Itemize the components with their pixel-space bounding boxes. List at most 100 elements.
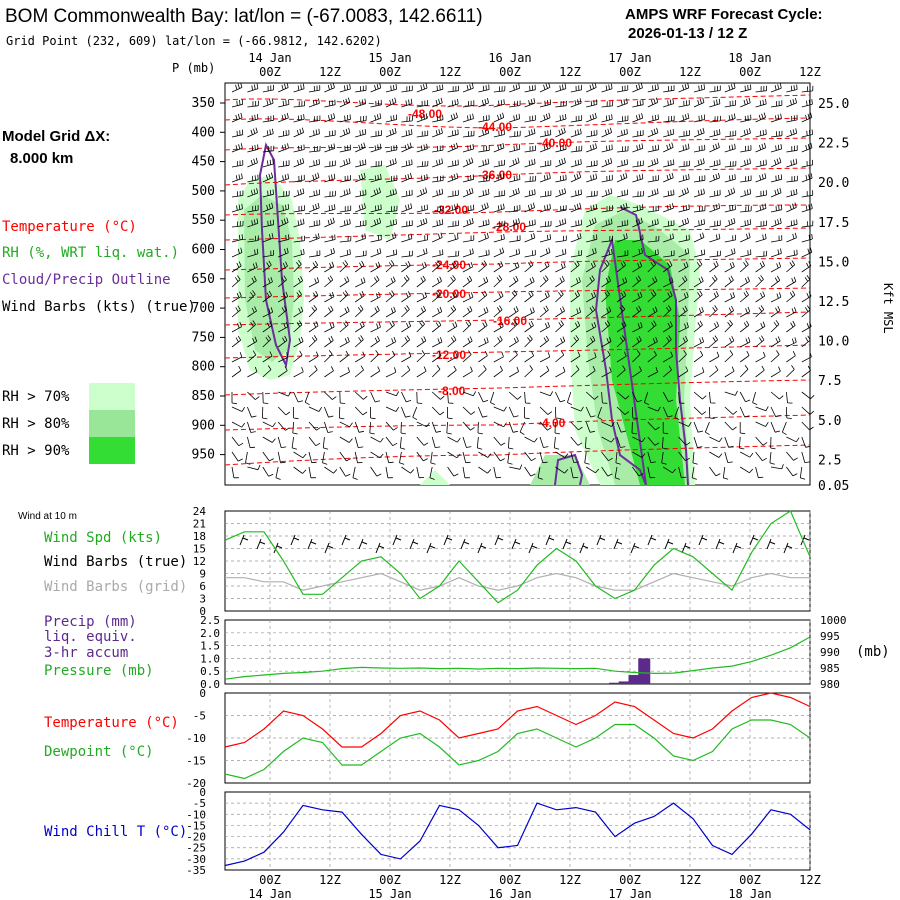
wind-barb xyxy=(570,421,583,431)
wind-barb xyxy=(586,321,597,333)
wind-barb xyxy=(462,336,473,348)
y-tick-label: 980 xyxy=(820,678,840,691)
wind-barb xyxy=(324,366,334,378)
wind-barb xyxy=(447,407,453,420)
surface-wind-barb xyxy=(273,542,283,554)
wind-barb xyxy=(709,203,721,213)
wind-barb xyxy=(740,97,751,108)
wind-barb xyxy=(801,275,811,288)
wind-barb xyxy=(786,188,798,198)
wind-barb xyxy=(662,321,673,333)
wind-barb xyxy=(755,305,765,318)
wind-barb xyxy=(585,436,591,450)
time-tick-label: 00Z xyxy=(379,65,401,79)
wind-barb xyxy=(647,127,659,138)
wind-barb xyxy=(801,159,813,168)
wind-barb xyxy=(678,130,690,138)
wind-barb xyxy=(324,406,334,418)
wind-barb xyxy=(293,391,304,403)
wind-barb xyxy=(786,365,795,378)
wind-barb xyxy=(493,305,503,318)
wind-barb xyxy=(678,322,689,333)
wind-barb xyxy=(385,306,396,318)
wind-barb xyxy=(555,466,569,474)
wind-barb xyxy=(262,158,274,168)
wind-barb xyxy=(262,365,272,378)
wind-barb xyxy=(614,466,620,480)
wind-barb xyxy=(570,307,582,318)
wind-barb xyxy=(308,202,320,213)
wind-barb xyxy=(570,172,582,183)
wind-barb xyxy=(308,351,319,363)
wind-barb xyxy=(570,202,582,213)
wind-barb xyxy=(247,248,259,258)
wind-barb xyxy=(570,189,582,198)
wind-barb xyxy=(786,290,796,303)
wind-barb xyxy=(293,407,299,420)
wind-barb xyxy=(693,205,706,213)
wind-barb xyxy=(324,173,336,183)
wind-barb xyxy=(647,336,658,348)
wind-barb xyxy=(801,233,813,243)
wind-barb xyxy=(262,451,274,462)
wind-barb xyxy=(570,233,582,243)
pressure-label: Pressure (mb) xyxy=(44,663,154,679)
wind-barb xyxy=(352,466,358,480)
wind-barb xyxy=(662,406,673,418)
wind-barb xyxy=(385,218,397,228)
wind-barb xyxy=(432,175,444,183)
wind-barb xyxy=(801,365,811,378)
wind-barb xyxy=(416,366,427,378)
time-tick-label: 00Z xyxy=(619,873,641,887)
wind-barb xyxy=(401,233,413,243)
wind-barb xyxy=(786,114,798,123)
wind-barb xyxy=(277,366,288,378)
time-tick-label: 00Z xyxy=(739,65,761,79)
wind-barb xyxy=(770,204,783,213)
wind-barb xyxy=(478,84,490,93)
wind-barb xyxy=(262,260,272,273)
wind-barb xyxy=(277,451,286,464)
wind-barb xyxy=(509,464,523,470)
wind-barb xyxy=(678,336,688,348)
wind-barb xyxy=(432,337,443,348)
wind-barb xyxy=(401,142,412,153)
wind-barb xyxy=(462,100,475,108)
height-tick: 17.5 xyxy=(818,216,849,231)
wind-barb xyxy=(724,130,737,138)
wind-barb xyxy=(324,234,336,243)
wind-barb xyxy=(555,336,566,348)
wind-barb xyxy=(524,290,534,303)
date-label: 15 Jan xyxy=(368,51,411,65)
wind-barb xyxy=(247,144,259,153)
wind-barb xyxy=(385,188,397,198)
wind-barb xyxy=(493,275,503,288)
wind-barb xyxy=(447,436,461,443)
wind-barb xyxy=(786,232,797,243)
wind-barb xyxy=(586,129,598,138)
temp-contour-13 xyxy=(224,444,811,466)
wind-barb xyxy=(370,248,382,258)
wind-barb xyxy=(370,322,381,333)
wind-barb xyxy=(553,436,560,450)
wind-barb xyxy=(678,99,690,108)
wind-barb xyxy=(632,234,644,243)
wind-barb xyxy=(724,421,737,431)
wind-barb xyxy=(278,203,290,213)
wind-barb xyxy=(247,464,261,471)
wind-barb xyxy=(786,202,797,213)
wind-barb xyxy=(478,128,490,138)
height-tick: 15.0 xyxy=(818,255,849,270)
wind-barb xyxy=(693,260,703,273)
y-tick-label: 15 xyxy=(193,543,206,556)
wind-barb xyxy=(524,219,536,228)
wind-barb xyxy=(308,304,318,318)
wind-barb xyxy=(555,188,567,198)
wind-barb xyxy=(786,219,798,228)
y-tick-label: 0 xyxy=(199,605,206,618)
wind-barb xyxy=(247,188,259,198)
wind-barb xyxy=(647,290,657,303)
date-label: 17 Jan xyxy=(608,887,651,900)
temp-label: -20.00 xyxy=(432,287,466,301)
wind-barb xyxy=(278,129,290,138)
